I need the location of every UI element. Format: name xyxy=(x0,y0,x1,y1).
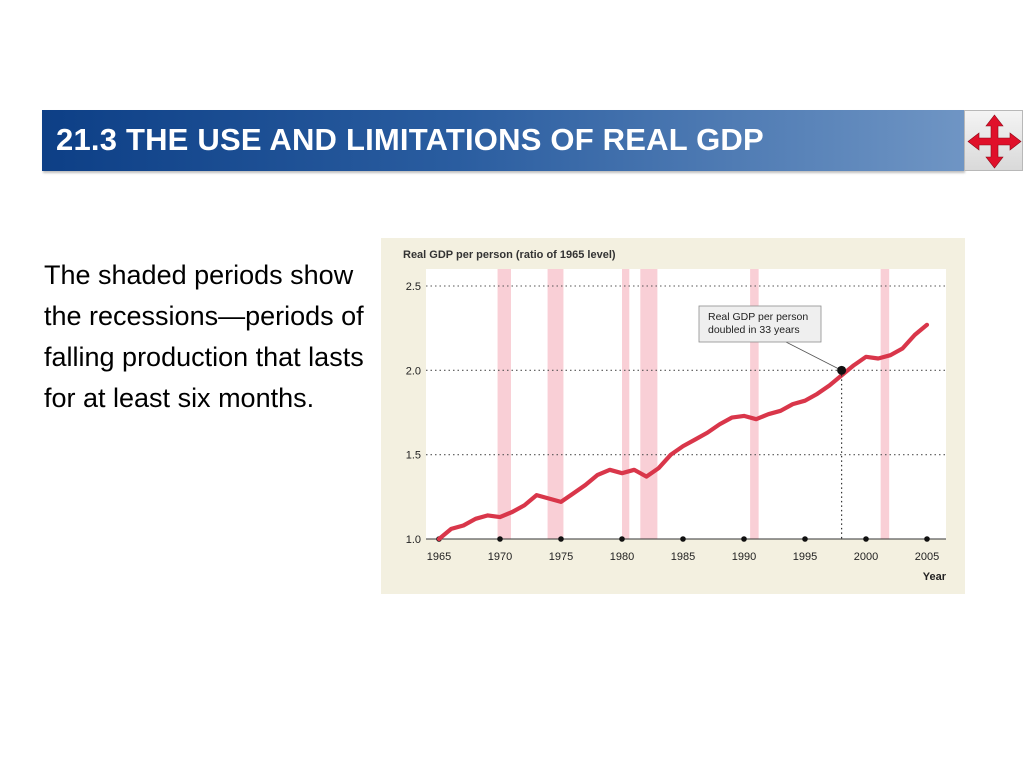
y-tick-label-2: 2.0 xyxy=(406,365,421,377)
x-tick-label-0: 1965 xyxy=(427,551,451,563)
recession-band-3 xyxy=(640,269,658,539)
x-tick-label-6: 1995 xyxy=(793,551,817,563)
recession-band-1 xyxy=(547,269,564,539)
x-tick-dot-2000 xyxy=(863,536,869,542)
x-tick-label-8: 2005 xyxy=(915,551,939,563)
recession-band-4 xyxy=(750,269,759,539)
annotation-line-1: Real GDP per person xyxy=(708,311,808,323)
navigation-button[interactable] xyxy=(964,110,1023,171)
chart-title: Real GDP per person (ratio of 1965 level… xyxy=(403,249,616,261)
x-tick-label-4: 1985 xyxy=(671,551,695,563)
x-tick-dot-1980 xyxy=(619,536,625,542)
x-tick-label-2: 1975 xyxy=(549,551,573,563)
y-tick-label-0: 1.0 xyxy=(406,534,421,546)
x-tick-dot-1990 xyxy=(741,536,747,542)
recession-band-5 xyxy=(880,269,890,539)
x-tick-label-7: 2000 xyxy=(854,551,878,563)
x-tick-dot-1995 xyxy=(802,536,808,542)
x-tick-label-3: 1980 xyxy=(610,551,634,563)
x-tick-label-1: 1970 xyxy=(488,551,512,563)
annotation-box xyxy=(698,305,822,343)
x-tick-dot-1975 xyxy=(558,536,564,542)
x-tick-dot-1970 xyxy=(497,536,503,542)
gdp-line-chart: Real GDP per person (ratio of 1965 level… xyxy=(403,249,947,583)
y-tick-label-3: 2.5 xyxy=(406,281,421,293)
slide-title: 21.3 THE USE AND LIMITATIONS OF REAL GDP xyxy=(56,122,764,157)
annotation-leader-line xyxy=(785,341,842,371)
y-tick-label-1: 1.5 xyxy=(406,450,421,462)
plot-area xyxy=(426,269,946,539)
recession-band-0 xyxy=(497,269,511,539)
x-tick-dot-2005 xyxy=(924,536,930,542)
doubling-point xyxy=(837,365,847,375)
recession-description: The shaded periods show the recessions—p… xyxy=(44,260,364,413)
chart-panel: Real GDP per person (ratio of 1965 level… xyxy=(381,238,965,594)
x-tick-dot-1985 xyxy=(680,536,686,542)
x-axis-label: Year xyxy=(923,571,947,583)
annotation-line-2: doubled in 33 years xyxy=(708,324,800,336)
four-way-arrows-icon xyxy=(967,114,1022,169)
title-bar: 21.3 THE USE AND LIMITATIONS OF REAL GDP xyxy=(42,110,964,171)
x-tick-label-5: 1990 xyxy=(732,551,756,563)
recession-band-2 xyxy=(622,269,630,539)
